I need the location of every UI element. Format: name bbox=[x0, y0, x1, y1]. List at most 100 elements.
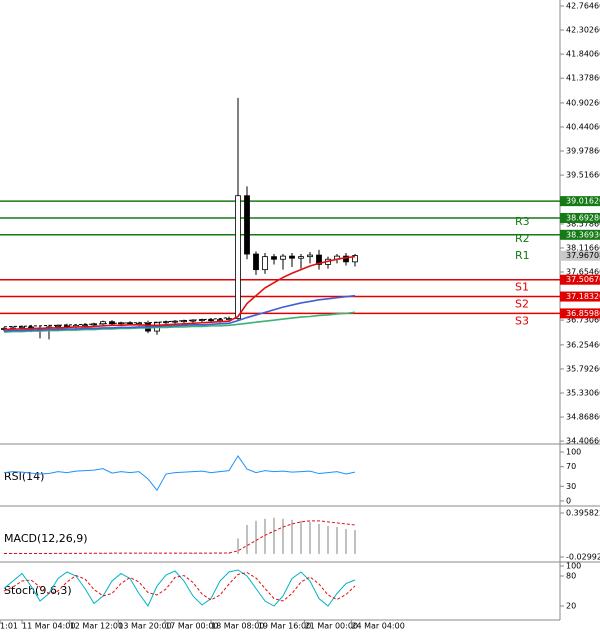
macd-bar bbox=[300, 520, 302, 554]
macd-bar bbox=[192, 553, 194, 554]
y-tick-label: 35.33060 bbox=[566, 388, 600, 397]
macd-bar bbox=[201, 552, 203, 554]
macd-bar bbox=[102, 553, 104, 554]
indicator-line bbox=[3, 571, 356, 602]
level-label: 37.18320 bbox=[566, 292, 600, 301]
y-tick-label: 39.51660 bbox=[566, 171, 600, 180]
indicator-title: Stoch(9,6,3) bbox=[4, 584, 72, 597]
x-tick-label: 11 Mar 04:00 bbox=[22, 622, 75, 631]
macd-bar bbox=[273, 517, 275, 554]
macd-bar bbox=[291, 519, 293, 554]
candle-body bbox=[298, 256, 304, 259]
candle-body bbox=[352, 255, 358, 263]
level-label: 38.69280 bbox=[566, 213, 600, 222]
candle-body bbox=[244, 195, 250, 255]
last-price-label: 37.96708 bbox=[566, 251, 600, 260]
candle-body bbox=[82, 324, 88, 327]
candle-body bbox=[262, 256, 268, 271]
macd-bar bbox=[237, 538, 239, 554]
x-tick-label: 17 Mar 00:00 bbox=[165, 622, 218, 631]
y-tick-label: 38.11660 bbox=[566, 243, 600, 252]
y-tick-label: 0.395822 bbox=[566, 508, 600, 517]
x-tick-label: 18 Mar 08:00 bbox=[211, 622, 264, 631]
level-label: 38.36930 bbox=[566, 230, 600, 239]
level-tag bbox=[560, 212, 600, 223]
indicator-line bbox=[3, 454, 356, 492]
y-tick-label: 30 bbox=[566, 482, 576, 491]
level-tag bbox=[560, 308, 600, 319]
indicator-line bbox=[3, 311, 356, 333]
candle-body bbox=[208, 319, 214, 322]
x-tick-label: 12 Mar 12:00 bbox=[70, 622, 123, 631]
macd-bar bbox=[57, 553, 59, 554]
level-tag bbox=[560, 274, 600, 285]
level-name: S3 bbox=[515, 314, 529, 327]
y-tick-label: 80 bbox=[566, 572, 576, 581]
x-tick-label: 19 Mar 16:00 bbox=[258, 622, 311, 631]
candle-body bbox=[55, 325, 61, 328]
y-tick-label: 36.73060 bbox=[566, 316, 600, 325]
level-name: R2 bbox=[515, 232, 530, 245]
macd-bar bbox=[327, 525, 329, 554]
x-tick-label: 1:01 bbox=[0, 622, 18, 631]
y-tick-label: 42.30260 bbox=[566, 26, 600, 35]
macd-bar bbox=[345, 529, 347, 554]
indicator-line bbox=[3, 317, 230, 328]
macd-bar bbox=[66, 553, 68, 554]
indicator-line bbox=[3, 255, 356, 331]
macd-bar bbox=[255, 520, 257, 554]
y-tick-label: 40.44060 bbox=[566, 122, 600, 131]
macd-bar bbox=[309, 521, 311, 554]
y-tick-label: 34.40660 bbox=[566, 437, 600, 446]
y-tick-label: 41.37860 bbox=[566, 74, 600, 83]
macd-bar bbox=[156, 553, 158, 554]
candle-body bbox=[289, 255, 295, 259]
y-tick-label: 34.86860 bbox=[566, 413, 600, 422]
y-tick-label: 100 bbox=[566, 447, 581, 456]
level-label: 39.01620 bbox=[566, 197, 600, 206]
y-tick-label: 100 bbox=[566, 562, 581, 571]
y-tick-label: 40.90260 bbox=[566, 98, 600, 107]
candle-body bbox=[217, 319, 223, 322]
candle-body bbox=[253, 253, 259, 271]
x-tick-label: 13 Mar 20:00 bbox=[118, 622, 171, 631]
indicator-line bbox=[4, 520, 356, 554]
level-name: S2 bbox=[515, 298, 529, 311]
y-tick-label: 0 bbox=[566, 496, 571, 505]
candle-body bbox=[19, 326, 25, 329]
candle-body bbox=[235, 195, 241, 319]
x-tick-label: 21 Mar 00:00 bbox=[305, 622, 358, 631]
macd-bar bbox=[318, 523, 320, 554]
y-tick-label: 41.84060 bbox=[566, 50, 600, 59]
macd-bar bbox=[48, 553, 50, 554]
macd-bar bbox=[246, 524, 248, 554]
y-tick-label: 20 bbox=[566, 602, 576, 611]
level-label: 37.50670 bbox=[566, 275, 600, 284]
level-name: R3 bbox=[515, 215, 530, 228]
candle-body bbox=[307, 254, 313, 258]
macd-bar bbox=[264, 518, 266, 554]
macd-bar bbox=[147, 553, 149, 554]
y-tick-label: 39.97860 bbox=[566, 147, 600, 156]
candle-body bbox=[343, 255, 349, 263]
candle-body bbox=[271, 256, 277, 260]
level-tag bbox=[560, 196, 600, 207]
candle-body bbox=[100, 321, 106, 325]
level-label: 36.85980 bbox=[566, 309, 600, 318]
candle-body bbox=[280, 255, 286, 260]
level-name: R1 bbox=[515, 249, 530, 262]
y-tick-label: 36.25460 bbox=[566, 340, 600, 349]
level-tag bbox=[560, 291, 600, 302]
y-tick-label: -0.029929 bbox=[566, 552, 600, 561]
indicator-line bbox=[3, 294, 356, 332]
candle-body bbox=[109, 321, 115, 325]
macd-bar bbox=[354, 530, 356, 554]
level-name: S1 bbox=[515, 281, 529, 294]
x-tick-label: 24 Mar 04:00 bbox=[351, 622, 404, 631]
level-tag bbox=[560, 229, 600, 240]
y-tick-label: 42.76460 bbox=[566, 2, 600, 11]
candle-body bbox=[316, 254, 322, 265]
y-tick-label: 70 bbox=[566, 462, 576, 471]
